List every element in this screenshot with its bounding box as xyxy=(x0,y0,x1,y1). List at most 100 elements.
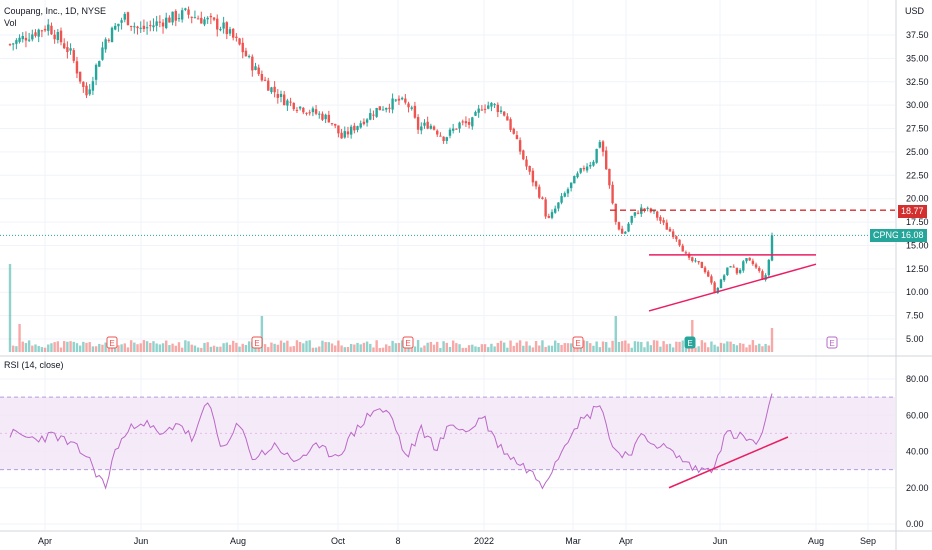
volume-bar xyxy=(467,345,471,352)
candle-body xyxy=(448,129,452,136)
candle-body xyxy=(372,114,375,116)
volume-bar xyxy=(369,343,372,352)
candle-body xyxy=(193,17,197,19)
candle-body xyxy=(767,259,771,276)
volume-bar xyxy=(480,344,484,352)
candle-body xyxy=(566,189,570,194)
volume-bar xyxy=(75,343,79,352)
volume-bar xyxy=(216,346,219,352)
candle-body xyxy=(388,107,391,109)
volume-bar xyxy=(547,345,551,352)
price-tick-label: 17.50 xyxy=(906,217,929,227)
volume-bar xyxy=(391,340,394,352)
price-tick-label: 20.00 xyxy=(906,194,929,204)
volume-bar xyxy=(710,341,713,352)
volume-bar xyxy=(729,341,732,352)
candle-body xyxy=(426,121,429,129)
candle-body xyxy=(337,125,340,134)
volume-bar xyxy=(308,340,311,352)
candle-body xyxy=(225,22,229,35)
candle-body xyxy=(187,9,190,15)
volume-bar xyxy=(50,343,53,352)
candle-body xyxy=(334,123,337,126)
volume-bar xyxy=(337,340,340,352)
volume-bar xyxy=(318,346,321,352)
volume-bar xyxy=(563,343,566,352)
currency-label: USD xyxy=(905,6,925,16)
volume-bar xyxy=(627,343,630,352)
candle-body xyxy=(263,79,267,81)
candle-body xyxy=(627,223,630,232)
volume-bar xyxy=(707,347,710,352)
candle-body xyxy=(614,203,617,222)
volume-bar xyxy=(356,342,359,352)
volume-bar xyxy=(190,344,193,352)
volume-bar xyxy=(522,345,525,352)
volume-bar xyxy=(754,345,758,352)
candle-body xyxy=(98,61,101,67)
candle-body xyxy=(273,86,276,93)
volume-bar xyxy=(206,342,209,352)
rsi-band xyxy=(0,396,895,471)
candle-body xyxy=(400,97,404,100)
candle-body xyxy=(327,114,331,123)
volume-bar xyxy=(719,342,723,352)
volume-bar xyxy=(691,320,694,352)
candle-body xyxy=(110,27,114,43)
candle-body xyxy=(311,108,315,113)
volume-bar xyxy=(595,341,598,352)
volume-bar xyxy=(209,346,213,352)
earnings-marker-label: E xyxy=(687,339,692,348)
candle-body xyxy=(467,121,471,125)
candle-body xyxy=(738,270,742,273)
rsi-series xyxy=(9,393,789,490)
candle-body xyxy=(241,42,244,53)
volume-bar xyxy=(388,345,391,352)
volume-bar xyxy=(722,343,726,352)
volume-bar xyxy=(340,345,343,352)
candle-body xyxy=(381,109,385,111)
candle-body xyxy=(436,130,439,135)
candle-body xyxy=(69,48,72,51)
candle-body xyxy=(416,117,420,130)
volume-bar xyxy=(120,344,123,352)
candle-body xyxy=(282,94,286,106)
candle-body xyxy=(563,193,566,197)
volume-bar xyxy=(82,341,85,352)
candle-body xyxy=(359,123,362,128)
volume-bar xyxy=(63,341,66,352)
candle-body xyxy=(445,137,448,141)
candle-body xyxy=(671,231,675,238)
candle-body xyxy=(343,131,346,138)
time-tick-label: Aug xyxy=(808,536,824,546)
volume-bar xyxy=(72,341,75,352)
volume-bar xyxy=(738,343,742,352)
candle-body xyxy=(101,47,104,60)
volume-bar xyxy=(314,347,318,352)
candle-body xyxy=(308,112,311,114)
volume-bar xyxy=(260,316,264,352)
candle-body xyxy=(126,12,130,26)
candle-body xyxy=(665,222,668,230)
candle-body xyxy=(531,170,535,183)
candle-body xyxy=(133,26,136,28)
candle-body xyxy=(585,166,589,171)
candle-body xyxy=(547,216,551,218)
volume-bar xyxy=(362,342,366,352)
volume-bar xyxy=(193,345,197,352)
candle-body xyxy=(455,128,458,130)
price-tick-label: 37.50 xyxy=(906,30,929,40)
price-tick-label: 12.50 xyxy=(906,264,929,274)
candle-body xyxy=(560,196,563,203)
candle-body xyxy=(27,39,31,41)
volume-bar xyxy=(168,345,171,352)
candle-body xyxy=(601,141,605,152)
volume-bar xyxy=(66,341,69,352)
candle-body xyxy=(420,126,423,131)
candle-body xyxy=(231,28,235,38)
volume-bar xyxy=(416,340,420,352)
candle-body xyxy=(228,29,232,34)
candle-body xyxy=(302,107,305,113)
candle-body xyxy=(716,288,719,293)
